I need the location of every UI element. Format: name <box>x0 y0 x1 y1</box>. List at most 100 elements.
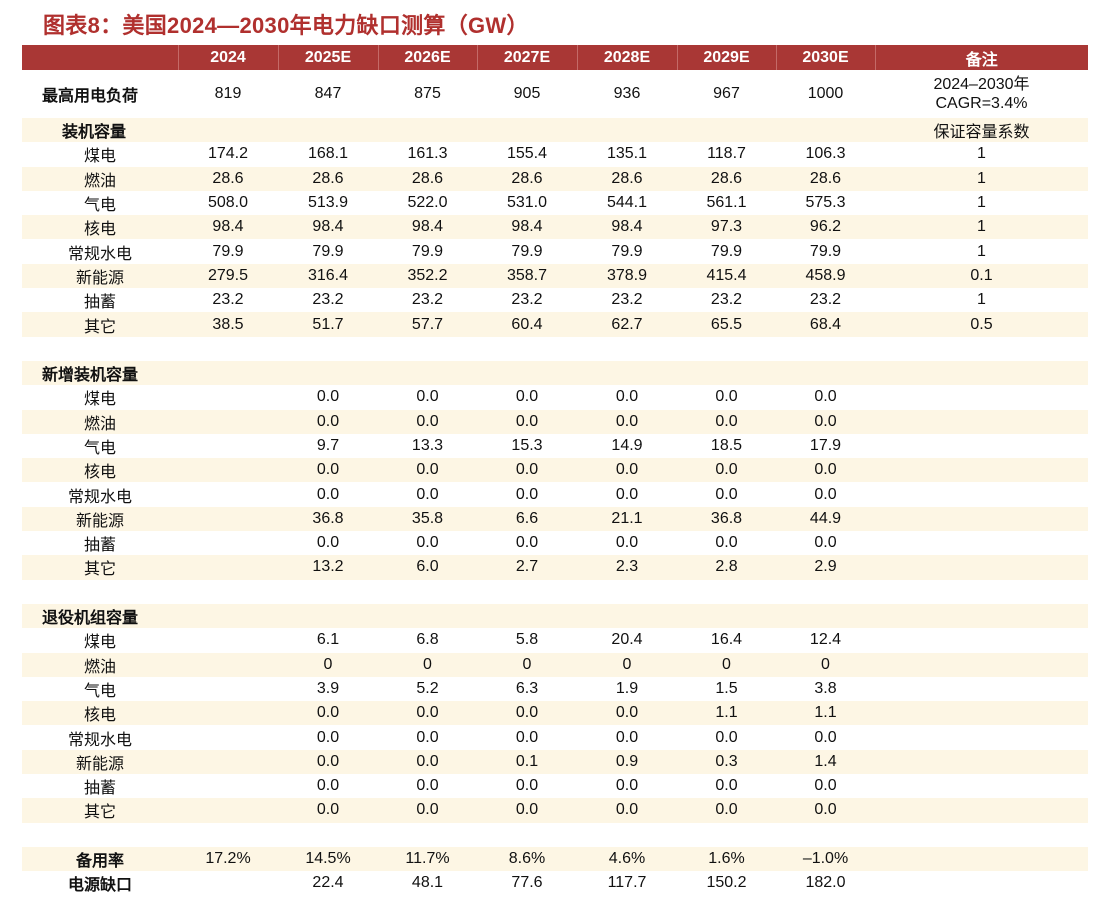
table-row: 其它 13.2 6.0 2.7 2.3 2.8 2.9 <box>22 555 1088 580</box>
table-row: 燃油 0 0 0 0 0 0 <box>22 652 1088 677</box>
value-cell: 57.7 <box>378 312 477 337</box>
value-cell: 279.5 <box>178 263 278 289</box>
value-cell: 0.0 <box>615 388 639 406</box>
value-cell: 5.8 <box>515 631 539 649</box>
table-row: 新能源 36.8 35.8 6.6 21.1 36.8 44.9 <box>22 506 1088 532</box>
value-cell <box>178 628 278 652</box>
value-cell: 98.4 <box>477 215 577 240</box>
value-cell: 79.9 <box>212 242 244 260</box>
empty-cell <box>477 823 577 847</box>
value-cell: 0.0 <box>715 728 738 746</box>
value-cell: 79.9 <box>710 242 743 260</box>
value-cell: 0.0 <box>515 534 539 552</box>
header-year: 2029E <box>676 45 776 70</box>
value-cell: 0.0 <box>378 458 477 483</box>
value-cell: 23.2 <box>710 291 743 309</box>
section-header-row: 退役机组容量 <box>22 603 1088 629</box>
value-cell: 0.0 <box>615 777 639 795</box>
note-cell <box>875 555 1088 580</box>
row-label: 气电 <box>83 440 116 457</box>
value-cell: 0.0 <box>378 701 477 726</box>
empty-cell <box>677 360 776 386</box>
value-cell: 60.4 <box>477 312 577 337</box>
empty-cell <box>577 337 677 361</box>
row-label: 电源缺口 <box>67 877 132 895</box>
value-cell: 0.0 <box>715 777 738 795</box>
value-cell: 36.8 <box>278 506 378 532</box>
value-cell: 6.0 <box>378 555 477 580</box>
note-cell: 1 <box>977 291 986 309</box>
empty-cell <box>875 823 1088 847</box>
table-row: 气电 3.9 5.2 6.3 1.9 1.5 3.8 <box>22 677 1088 701</box>
section-label: 退役机组容量 <box>22 603 178 629</box>
note-cell <box>875 360 1088 386</box>
header-year: 2024 <box>177 45 278 70</box>
value-cell: 0.0 <box>477 798 577 823</box>
value-cell <box>178 871 278 895</box>
value-cell: 18.5 <box>710 437 743 454</box>
value-cell: 23.2 <box>511 291 543 309</box>
value-cell: 11.7% <box>378 846 477 872</box>
value-cell: 0.0 <box>615 534 639 552</box>
value-cell: 0.0 <box>814 388 837 406</box>
section-header-row: 新增装机容量 <box>22 360 1088 386</box>
note-cell <box>875 385 1088 409</box>
value-cell <box>178 409 278 434</box>
value-cell: 544.1 <box>606 194 648 212</box>
note-line: 2024–2030年 <box>933 76 1030 93</box>
row-label: 核电 <box>22 458 178 483</box>
value-cell: 28.6 <box>178 166 278 191</box>
value-cell: 23.2 <box>411 291 444 309</box>
value-cell: 0.0 <box>477 458 577 483</box>
value-cell: 96.2 <box>776 215 875 240</box>
row-label: 其它 <box>22 312 178 337</box>
table-row: 抽蓄 0.0 0.0 0.0 0.0 0.0 0.0 <box>22 531 1088 555</box>
value-cell <box>178 531 278 555</box>
value-cell: 2.8 <box>677 555 776 580</box>
value-cell <box>178 677 278 701</box>
value-cell: 847 <box>314 85 342 102</box>
value-cell: 0.0 <box>316 485 340 503</box>
value-cell: 0 <box>477 652 577 677</box>
value-cell: –1.0% <box>776 846 875 872</box>
note-cell <box>875 531 1088 555</box>
value-cell: 575.3 <box>805 194 846 212</box>
value-cell: 28.6 <box>677 166 776 191</box>
section-label: 装机容量 <box>22 118 178 143</box>
value-cell: 0.0 <box>316 388 340 406</box>
table-row: 煤电 174.2 168.1 161.3 155.4 135.1 118.7 106.3 1 <box>22 142 1088 166</box>
value-cell: 819 <box>214 85 242 102</box>
empty-cell <box>776 823 875 847</box>
note-cell: 1 <box>977 145 986 163</box>
value-cell: 0.0 <box>378 749 477 775</box>
value-cell: 2.9 <box>776 555 875 580</box>
value-cell: 6.6 <box>477 506 577 532</box>
empty-cell <box>477 360 577 386</box>
value-cell: 0.0 <box>278 458 378 483</box>
table-row: 煤电 0.0 0.0 0.0 0.0 0.0 0.0 <box>22 385 1088 409</box>
value-cell: 0.0 <box>776 798 875 823</box>
value-cell: 3.8 <box>814 679 837 697</box>
note-cell: 1 <box>875 166 1088 191</box>
value-cell: 513.9 <box>307 194 349 212</box>
note-cell <box>875 628 1088 652</box>
value-cell: 4.6% <box>577 846 677 872</box>
value-cell <box>178 652 278 677</box>
value-cell: 0.0 <box>814 728 837 746</box>
value-cell <box>178 482 278 506</box>
empty-cell <box>278 337 378 361</box>
note-cell <box>875 701 1088 726</box>
value-cell: 14.5% <box>278 846 378 872</box>
value-cell: 38.5 <box>178 312 278 337</box>
value-cell <box>178 506 278 532</box>
value-cell: 6.1 <box>316 631 340 649</box>
max-load-row: 最高用电负荷 819 847 875 905 936 967 1000 2024–2030年 CA… <box>22 70 1088 118</box>
empty-cell <box>776 580 875 604</box>
value-cell: 0.0 <box>615 728 639 746</box>
empty-cell <box>577 118 677 143</box>
note-cell <box>875 749 1088 775</box>
empty-cell <box>178 603 278 629</box>
empty-cell <box>577 823 677 847</box>
table-row: 抽蓄 0.0 0.0 0.0 0.0 0.0 0.0 <box>22 774 1088 798</box>
row-label: 煤电 <box>83 148 116 166</box>
